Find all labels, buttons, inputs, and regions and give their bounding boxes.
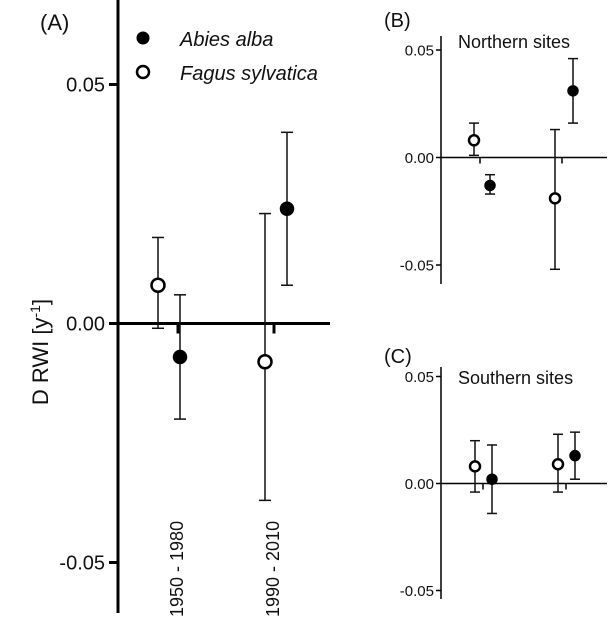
panel-a-fagus-sylvatica-point <box>257 353 273 370</box>
panel-b-y-tick-label: 0.05 <box>405 42 434 59</box>
panel-a-label: (A) <box>40 10 69 35</box>
panel-b-abies-alba-point <box>567 85 579 97</box>
panel-a-y-tick-label: 0.00 <box>66 314 105 336</box>
panel-b-y-tick-label: -0.05 <box>400 257 434 274</box>
panel-a-category-label: 1990 - 2010 <box>263 521 283 617</box>
legend-marker-fagus-sylvatica <box>135 64 151 80</box>
panel-c-abies-alba-point <box>486 473 498 485</box>
panel-a-abies-alba-point <box>172 349 188 365</box>
panel-a-category-label: 1950 - 1980 <box>167 521 187 617</box>
legend-label-fagus-sylvatica: Fagus sylvatica <box>180 63 318 85</box>
panel-b-fagus-sylvatica-point <box>548 192 562 205</box>
panel-a-abies-alba-point <box>279 201 295 217</box>
panel-c-title: Southern sites <box>458 368 573 388</box>
legend-marker-abies-alba <box>136 31 150 45</box>
panel-a-y-tick-label: -0.05 <box>59 553 105 575</box>
legend-label-abies-alba: Abies alba <box>179 29 273 51</box>
panel-c-abies-alba-point <box>569 449 581 462</box>
legend: Abies alba Fagus sylvatica <box>135 29 318 85</box>
panel-c-y-tick-label: 0.00 <box>405 476 434 493</box>
panel-b-plot: -0.05 0.00 0.05 <box>400 36 607 284</box>
panel-a-fagus-sylvatica-point <box>150 277 166 294</box>
panel-a-plot: -0.05 0.00 0.05 1950 - 1980 1990 - 2010 <box>59 0 330 617</box>
panel-b-title: Northern sites <box>458 32 570 52</box>
panel-c-fagus-sylvatica-point <box>551 457 565 471</box>
panel-c-plot: -0.05 0.00 0.05 <box>400 367 607 600</box>
panel-a-y-tick-label: 0.05 <box>66 75 105 97</box>
panel-c-label: (C) <box>384 346 412 368</box>
panel-c-y-tick-label: -0.05 <box>400 583 434 600</box>
panel-c-y-tick-label: 0.05 <box>405 369 434 386</box>
panel-b-abies-alba-point <box>484 179 496 192</box>
panel-a-ylabel: D RWI [y-1] <box>27 299 53 405</box>
panel-b-label: (B) <box>384 10 411 32</box>
panel-b-y-tick-label: 0.00 <box>405 150 434 167</box>
panel-c-fagus-sylvatica-point <box>468 460 482 473</box>
panel-b-fagus-sylvatica-point <box>467 134 481 147</box>
